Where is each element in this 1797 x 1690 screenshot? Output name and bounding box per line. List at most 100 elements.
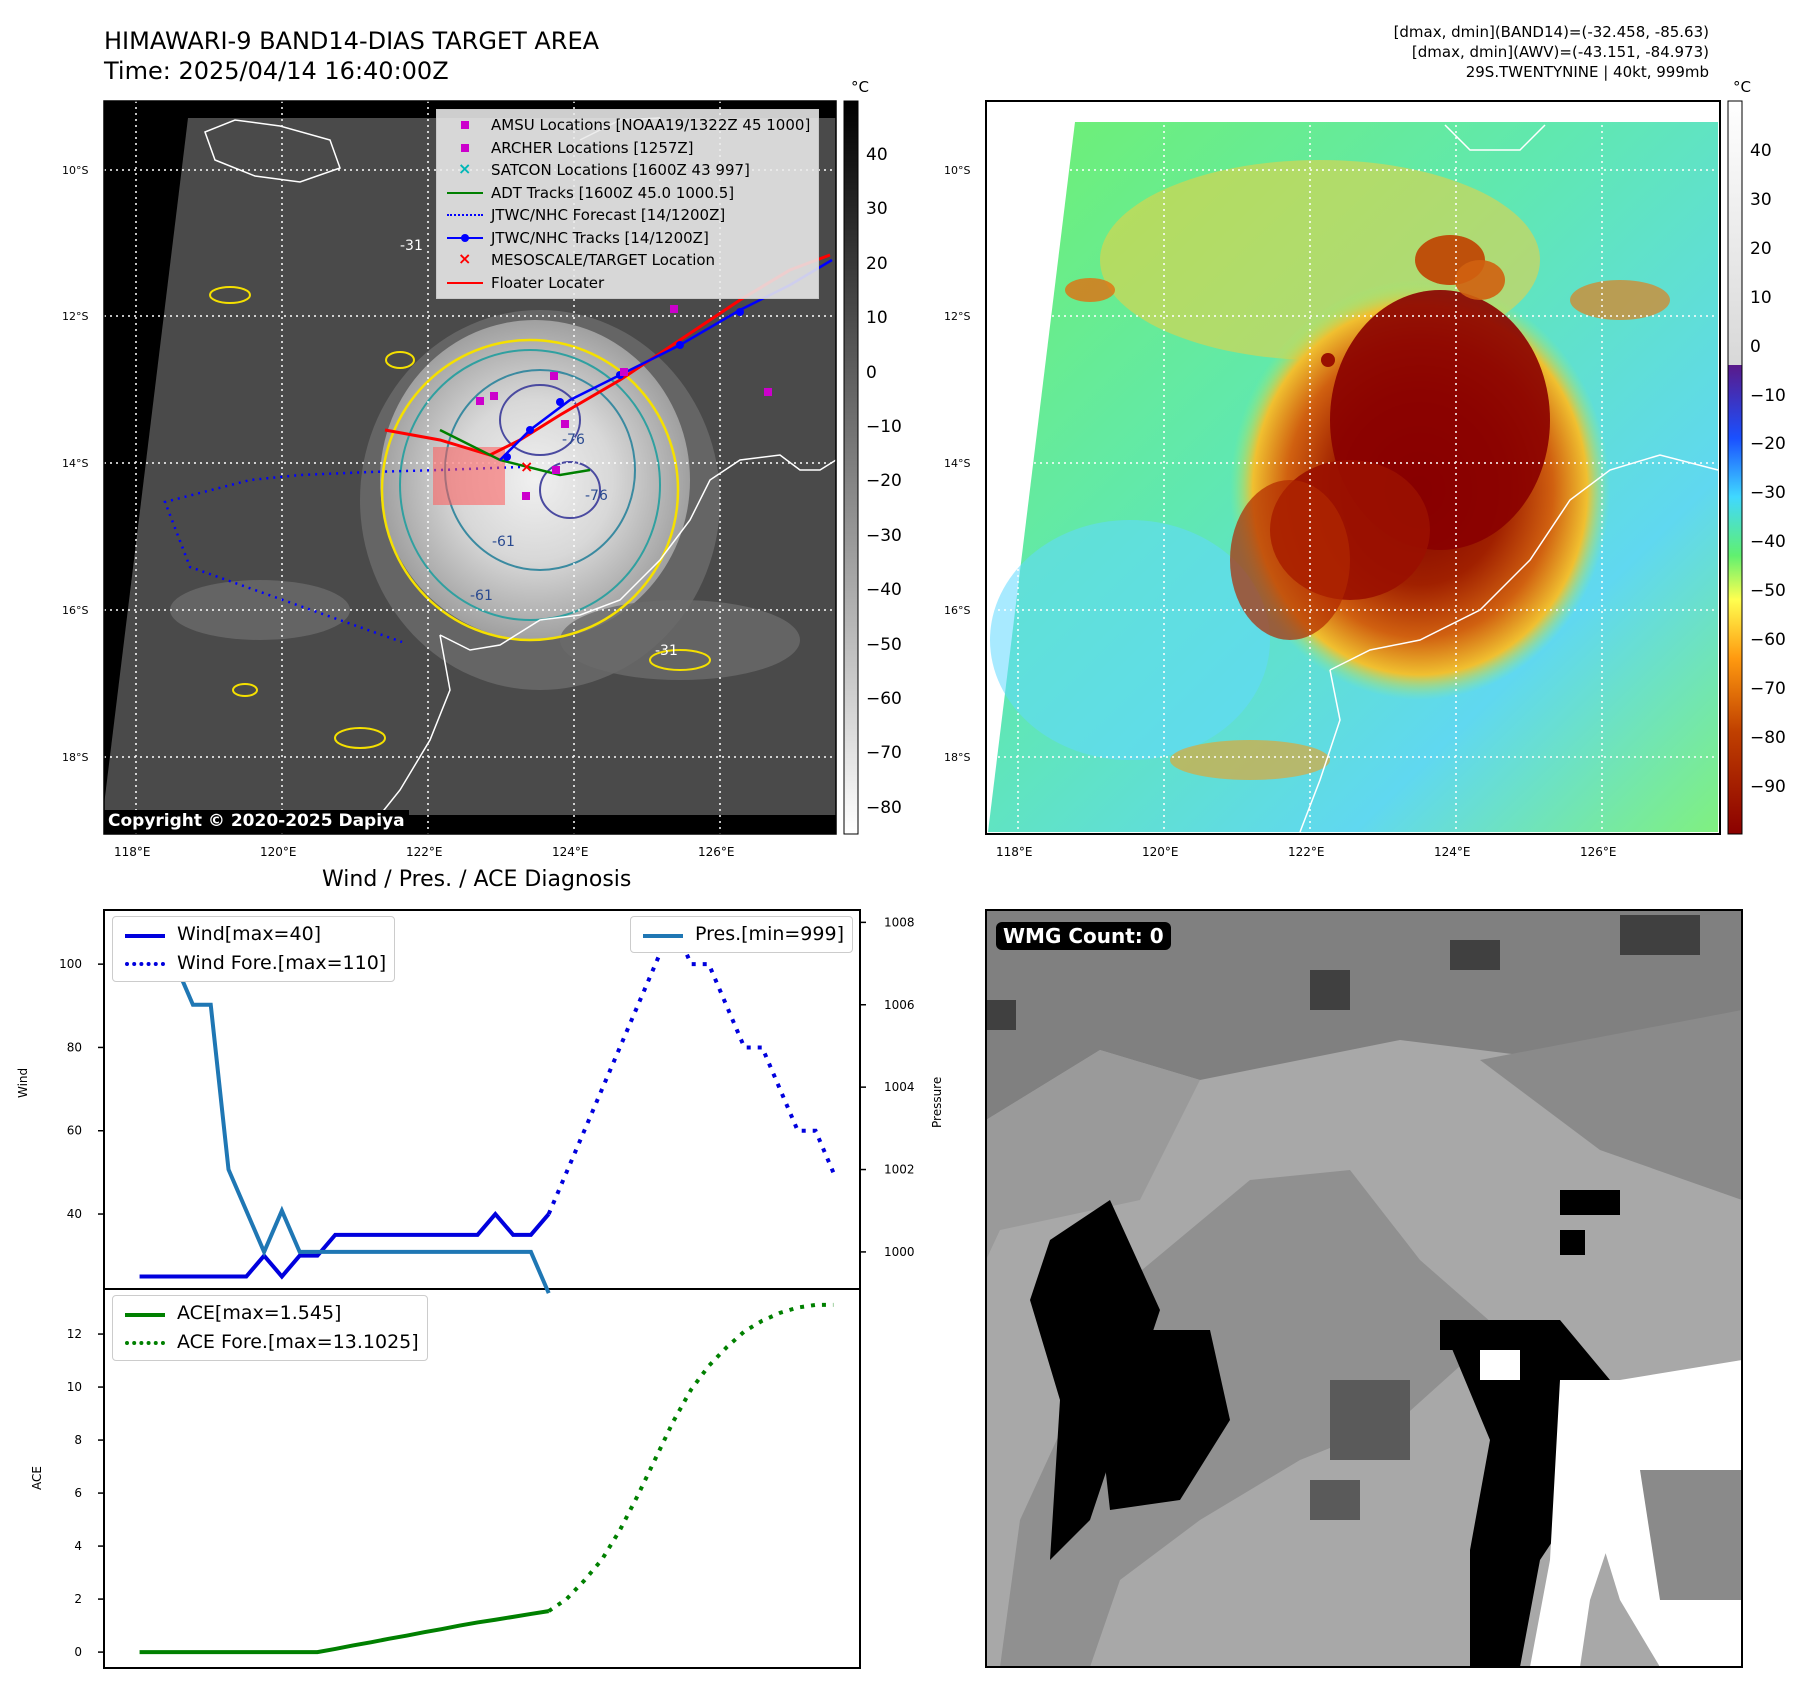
chart-plot-area: 40 60 80 100 1000 1002 1004 1006 1008 0 2 4 6 8 10 12 <box>59 915 914 1659</box>
tick-label: 60 <box>67 1124 82 1138</box>
lon-label: 118°E <box>114 845 151 859</box>
series-line-ace <box>139 1609 550 1655</box>
legend-item: ACE Fore.[max=13.1025] <box>121 1328 419 1357</box>
lat-label: 18°S <box>62 751 89 764</box>
colorbar-tick: −60 <box>866 689 902 709</box>
colorbar-tick: 20 <box>1750 238 1772 259</box>
lon-label: 126°E <box>1580 845 1617 859</box>
ylabel-wind: Wind <box>16 1067 30 1098</box>
colorbar-tick: −80 <box>1750 727 1786 748</box>
colorbar-tick: −70 <box>1750 678 1786 699</box>
lon-label: 124°E <box>1434 845 1471 859</box>
tick-label: 1004 <box>884 1080 915 1094</box>
map-legend: AMSU Locations [NOAA19/1322Z 45 1000] AR… <box>436 109 820 299</box>
info-storm: 29S.TWENTYNINE | 40kt, 999mb <box>1465 63 1709 81</box>
lon-label: 122°E <box>406 845 443 859</box>
copyright: Copyright © 2020-2025 Dapiya <box>104 810 409 832</box>
legend-item: × SATCON Locations [1600Z 43 997] <box>458 159 750 179</box>
tick-label: 1006 <box>884 998 915 1012</box>
wind-legend: Wind[max=40] Wind Fore.[max=110] <box>112 916 396 982</box>
colorbar-tick: 20 <box>866 253 888 274</box>
ylabel-pressure: Pressure <box>930 1076 944 1128</box>
colorbar-tick: −30 <box>1750 483 1786 504</box>
lon-label: 118°E <box>996 845 1033 859</box>
tick-label: 2 <box>74 1592 82 1606</box>
svg-text:×: × <box>520 457 533 476</box>
tick-label: 40 <box>67 1207 82 1221</box>
tick-label: 80 <box>67 1040 82 1054</box>
colorbar-tick: 0 <box>866 362 877 383</box>
legend-item: ADT Tracks [1600Z 45.0 1000.5] <box>443 182 810 205</box>
info-band14: [dmax, dmin](BAND14)=(-32.458, -85.63) <box>1393 23 1709 41</box>
mesoscale-target-box <box>433 447 505 505</box>
lon-label: 126°E <box>698 845 735 859</box>
lat-label: 10°S <box>62 164 89 177</box>
contour-teal <box>399 349 661 621</box>
pres-legend: Pres.[min=999] <box>630 916 853 953</box>
jtwc-forecast-track <box>163 465 521 644</box>
right-colorbar <box>1727 100 1743 835</box>
ace-legend: ACE[max=1.545] ACE Fore.[max=13.1025] <box>112 1295 428 1361</box>
lat-label: 16°S <box>62 604 89 617</box>
contour-label: -76 <box>562 432 585 448</box>
legend-item: Floater Locater <box>443 272 810 295</box>
tick-label: 1002 <box>884 1163 915 1177</box>
contour-label: -76 <box>585 488 608 504</box>
storm-cloud <box>380 320 690 640</box>
colorbar-tick: 10 <box>1750 287 1772 308</box>
series-line-pressure <box>137 921 551 1294</box>
legend-item: ARCHER Locations [1257Z] <box>443 137 810 160</box>
colorbar-tick: −90 <box>1750 776 1786 797</box>
chart-title: Wind / Pres. / ACE Diagnosis <box>322 867 632 892</box>
lat-label: 12°S <box>944 310 971 323</box>
tick-label: 0 <box>74 1645 82 1659</box>
figure-time: Time: 2025/04/14 16:40:00Z <box>104 57 449 85</box>
legend-item: Pres.[min=999] <box>639 920 844 949</box>
colorbar-tick: −10 <box>866 417 902 437</box>
right-gridlines <box>986 101 1720 834</box>
lat-label: 18°S <box>944 751 971 764</box>
lon-label: 120°E <box>260 845 297 859</box>
lat-label: 10°S <box>944 164 971 177</box>
legend-item: JTWC/NHC Forecast [14/1200Z] <box>443 204 810 227</box>
lat-label: 14°S <box>944 457 971 470</box>
tick-label: 12 <box>67 1327 82 1341</box>
colorbar-tick: 30 <box>1750 189 1772 210</box>
tick-label: 100 <box>59 957 82 971</box>
colorbar-tick: −40 <box>1750 532 1786 553</box>
lat-label: 16°S <box>944 604 971 617</box>
colorbar-tick: 10 <box>866 308 888 329</box>
contour-label: -31 <box>400 238 423 254</box>
colorbar-tick: 40 <box>1750 141 1772 161</box>
colorbar-tick: −40 <box>866 580 902 601</box>
legend-item: Wind Fore.[max=110] <box>121 949 386 978</box>
legend-item: Wind[max=40] <box>121 920 386 949</box>
left-colorbar <box>843 100 859 835</box>
contour-label: -31 <box>655 643 678 659</box>
tick-label: 8 <box>74 1433 82 1447</box>
colorbar-tick: −10 <box>1750 385 1786 406</box>
colorbar-tick: −60 <box>1750 630 1786 650</box>
colorbar-tick: −20 <box>1750 434 1786 455</box>
colorbar-tick: −80 <box>866 797 902 818</box>
colorbar-tick: −30 <box>866 525 902 546</box>
legend-item: AMSU Locations [NOAA19/1322Z 45 1000] <box>443 114 810 137</box>
wmg-count: WMG Count: 0 <box>996 922 1171 950</box>
contour-label: -61 <box>492 534 515 550</box>
contour-yellow <box>380 338 680 642</box>
colorbar-tick: −70 <box>866 743 902 764</box>
lon-label: 124°E <box>552 845 589 859</box>
tick-label: 10 <box>67 1380 82 1394</box>
colorbar-unit: °C <box>1733 78 1751 96</box>
wmg-panel <box>985 909 1743 1668</box>
ylabel-ace: ACE <box>30 1466 44 1490</box>
colorbar-unit: °C <box>851 78 869 96</box>
colorbar-tick: −50 <box>1750 581 1786 602</box>
lat-label: 12°S <box>62 310 89 323</box>
legend-item: ACE[max=1.545] <box>121 1299 419 1328</box>
legend-item: JTWC/NHC Tracks [14/1200Z] <box>443 227 810 250</box>
figure-title: HIMAWARI-9 BAND14-DIAS TARGET AREA <box>104 27 600 55</box>
contour-label: -61 <box>470 588 493 604</box>
